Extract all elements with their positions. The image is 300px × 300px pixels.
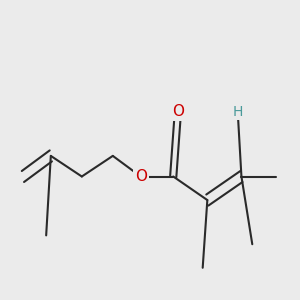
Text: O: O [172, 104, 184, 119]
Text: O: O [135, 169, 147, 184]
Text: H: H [232, 105, 243, 119]
